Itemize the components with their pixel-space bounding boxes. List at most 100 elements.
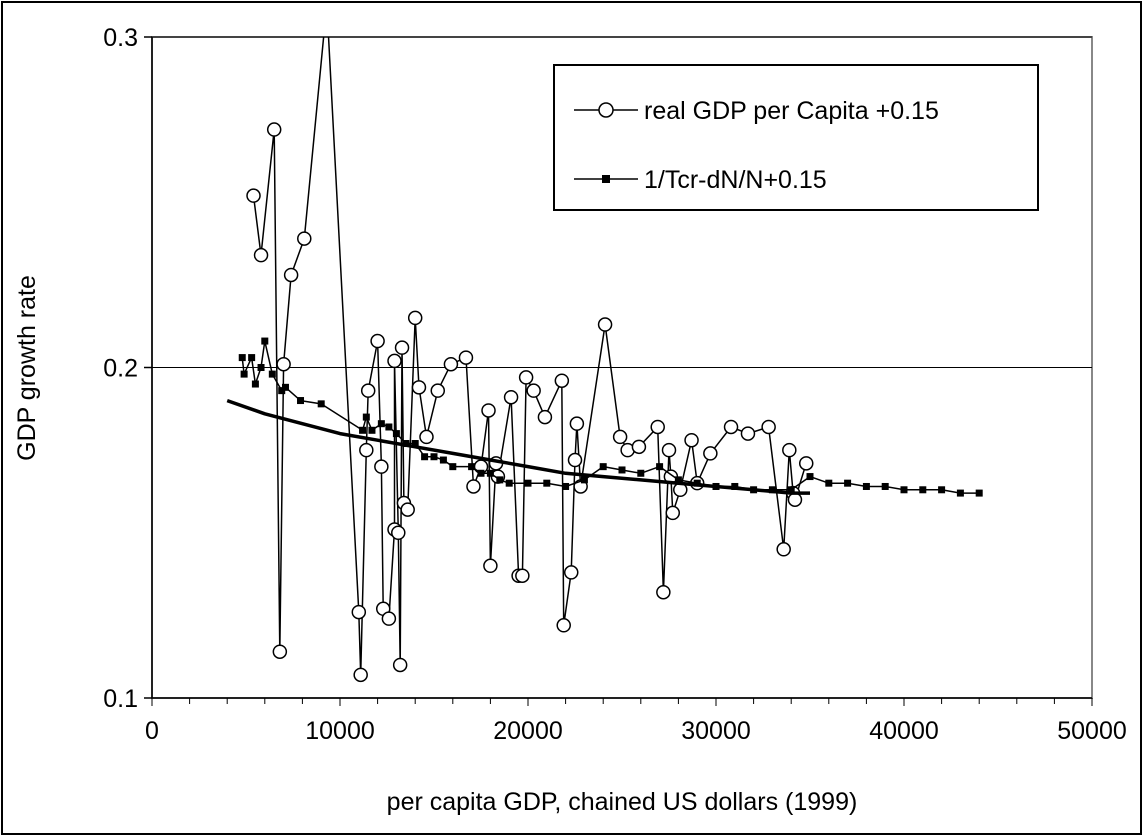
data-point — [466, 479, 481, 494]
series-line-2 — [226, 398, 810, 495]
data-point — [806, 473, 814, 481]
data-point — [278, 387, 286, 395]
data-point — [975, 489, 983, 497]
data-point — [862, 482, 870, 490]
legend-item-tcr: 1/Tcr-dN/N+0.15 — [574, 166, 827, 194]
data-point — [674, 476, 682, 484]
data-point — [537, 409, 553, 425]
data-point — [956, 489, 964, 497]
data-point — [374, 459, 389, 474]
data-point — [283, 267, 299, 283]
x-tick-label: 40000 — [869, 717, 939, 745]
gridlines — [152, 36, 1092, 368]
data-point — [419, 429, 434, 445]
data-point — [481, 403, 496, 418]
data-point — [407, 310, 423, 326]
data-point — [661, 442, 677, 458]
data-point — [458, 350, 474, 365]
x-tick-label: 10000 — [305, 717, 375, 745]
data-point — [665, 505, 681, 521]
series-1 — [238, 337, 983, 497]
data-point — [900, 486, 908, 494]
y-tick-label: 0.3 — [103, 24, 138, 52]
data-point — [656, 463, 664, 471]
legend-item-gdp: real GDP per Capita +0.15 — [574, 97, 939, 125]
data-point — [268, 370, 276, 378]
data-point — [881, 482, 889, 490]
x-tick-label: 20000 — [493, 717, 563, 745]
data-point — [787, 492, 803, 507]
data-point — [656, 584, 671, 600]
data-point — [543, 479, 551, 487]
data-point — [938, 486, 946, 494]
data-point — [496, 476, 504, 484]
data-point — [468, 463, 476, 471]
legend-label-tcr: 1/Tcr-dN/N+0.15 — [644, 166, 827, 194]
data-point — [483, 558, 498, 574]
data-point — [631, 439, 647, 455]
legend-box — [553, 64, 1039, 211]
y-axis-title: GDP growth rate — [13, 275, 41, 461]
data-point — [798, 456, 814, 471]
data-point — [430, 383, 446, 398]
data-point — [387, 353, 402, 369]
data-point — [421, 453, 429, 461]
legend-marker-tcr — [602, 175, 610, 183]
y-tick-label: 0.1 — [103, 685, 138, 713]
data-point — [276, 356, 291, 372]
data-point — [360, 383, 376, 398]
data-point — [567, 452, 583, 468]
data-point — [650, 419, 665, 435]
data-point — [351, 604, 367, 620]
data-point — [599, 463, 607, 471]
data-point — [787, 486, 795, 494]
data-point — [723, 419, 739, 435]
data-point — [449, 463, 457, 471]
data-point — [257, 364, 265, 371]
legend: real GDP per Capita +0.15 1/Tcr-dN/N+0.1… — [553, 64, 1039, 211]
data-point — [392, 657, 408, 673]
data-point — [443, 356, 459, 372]
series-group — [226, 37, 983, 683]
data-point — [411, 380, 427, 395]
data-point — [562, 482, 570, 490]
data-point — [359, 426, 367, 434]
data-point — [597, 317, 613, 332]
data-point — [362, 413, 370, 421]
data-point — [580, 476, 588, 484]
data-point — [563, 565, 579, 580]
data-point — [251, 380, 259, 388]
x-tick-label: 0 — [145, 717, 159, 745]
data-point — [353, 667, 368, 683]
data-point — [569, 416, 585, 431]
x-axis-title: per capita GDP, chained US dollars (1999… — [387, 788, 858, 816]
data-point — [782, 442, 797, 458]
data-point — [776, 542, 791, 557]
data-point — [297, 397, 305, 405]
data-point — [385, 423, 393, 431]
data-point — [844, 479, 852, 487]
axes: 0.1 0.2 0.3 0 10000 20000 30000 40000 50000 — [103, 24, 1127, 745]
data-point — [761, 419, 776, 435]
data-point — [503, 389, 519, 405]
data-point — [411, 440, 419, 448]
data-point — [370, 333, 385, 349]
data-point — [266, 122, 282, 137]
data-point — [246, 188, 261, 203]
data-point — [272, 644, 288, 659]
data-point — [439, 456, 447, 464]
data-point — [359, 442, 374, 458]
data-point — [477, 469, 485, 477]
data-point — [392, 430, 400, 438]
data-point — [919, 486, 927, 494]
data-point — [394, 340, 410, 355]
data-point — [740, 426, 756, 441]
data-point — [238, 354, 246, 362]
series-2 — [226, 398, 810, 495]
data-point — [430, 453, 438, 461]
legend-marker-gdp — [598, 102, 614, 118]
data-point — [297, 231, 312, 246]
data-point — [240, 370, 248, 378]
data-point — [612, 429, 628, 445]
data-point — [684, 432, 699, 448]
